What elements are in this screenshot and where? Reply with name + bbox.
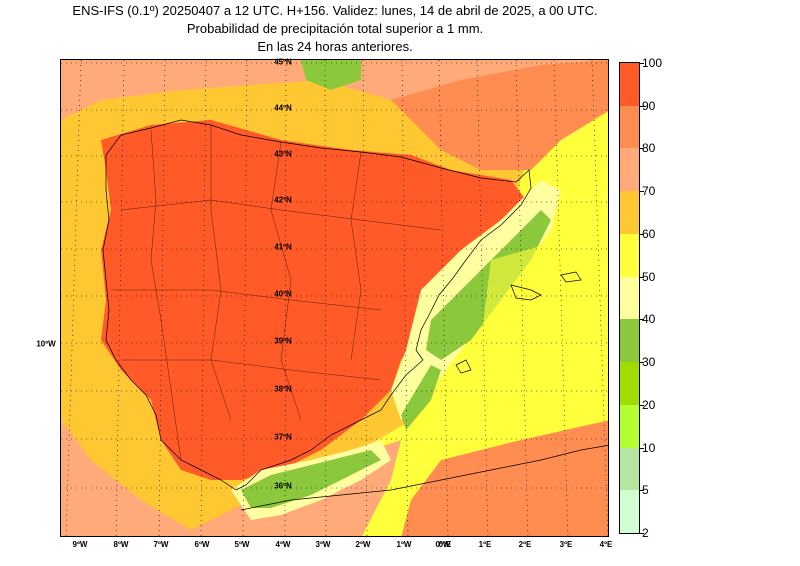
colorbar-label: 70 (642, 184, 656, 199)
colorbar-label: 30 (642, 355, 656, 370)
colorbar-tick (640, 276, 644, 278)
colorbar-label: 20 (642, 397, 656, 412)
prob-30-north-patch (301, 60, 361, 90)
lon-label-2w: 2ºW (355, 540, 371, 549)
colorbar-segment (620, 148, 639, 192)
prob-80-band-south (61, 420, 401, 536)
coastline (102, 119, 608, 511)
colorbar-segment (620, 233, 639, 278)
colorbar-tick (640, 404, 644, 406)
colorbar-label: 2 (642, 526, 649, 540)
prob-30-alboran (241, 450, 381, 508)
prob-30-east-coast (401, 365, 441, 430)
lon-label-3w: 3ºW (315, 540, 331, 549)
map-title-line-3: En las 24 horas anteriores. (257, 39, 413, 54)
lon-label-7w: 7ºW (153, 540, 169, 549)
colorbar-label: 40 (642, 312, 656, 327)
lat-label-43: 43ºN (274, 149, 292, 159)
lon-label-3e: 3ºE (559, 540, 573, 549)
colorbar-tick (640, 447, 644, 449)
colorbar-tick (640, 319, 644, 321)
lon-label-2e: 2ºE (518, 540, 532, 549)
colorbar-tick (640, 533, 644, 534)
prob-90-band-north (391, 60, 608, 170)
lon-label-8w: 8ºW (113, 540, 129, 549)
colorbar-tick (640, 233, 644, 235)
colorbar-label: 5 (642, 483, 649, 498)
lat-label-41: 41ºN (274, 242, 292, 252)
lon-label-6w: 6ºW (194, 540, 210, 549)
colorbar-segment (620, 490, 639, 534)
lat-label-44: 44ºN (274, 103, 292, 113)
lat-label-38: 38ºN (274, 384, 292, 394)
lat-label-45: 45ºN (274, 57, 292, 67)
colorbar-label: 60 (642, 226, 656, 241)
colorbar-tick (640, 490, 644, 492)
lat-label-36: 36ºN (274, 481, 292, 491)
lon-label-10w: 10ºW (36, 339, 56, 349)
iberia-land-high-prob (101, 120, 526, 480)
colorbar-tick (640, 362, 644, 364)
colorbar-segment (620, 191, 639, 235)
lon-label-1w: 1ºW (396, 540, 412, 549)
lat-label-40: 40ºN (274, 289, 292, 299)
prob-90-southeast (401, 420, 608, 536)
prob-60-balearic (481, 240, 608, 360)
colorbar-segment (620, 447, 639, 491)
colorbar-label: 10 (642, 440, 656, 455)
colorbar-segment (620, 319, 639, 363)
colorbar-tick (640, 148, 644, 150)
lat-label-42: 42ºN (274, 195, 292, 205)
borders (111, 125, 442, 461)
lat-label-37: 37ºN (274, 432, 292, 442)
colorbar (619, 62, 640, 534)
lon-label-4w: 4ºW (275, 540, 291, 549)
lon-label-5w: 5ºW (234, 540, 250, 549)
colorbar-tick (640, 63, 644, 64)
lon-label-1e: 1ºE (478, 540, 492, 549)
map-title-line-1: ENS-IFS (0.1º) 20250407 a 12 UTC. H+156.… (72, 3, 598, 18)
colorbar-segment (620, 63, 639, 107)
probability-map (60, 59, 609, 537)
lon-label-0e: 0ºE (438, 540, 452, 549)
lon-label-0w: 0ºW (435, 540, 451, 549)
lat-label-39: 39ºN (274, 336, 292, 346)
colorbar-tick (640, 105, 644, 107)
colorbar-label: 100 (642, 56, 663, 70)
colorbar-label: 80 (642, 141, 656, 156)
colorbar-segment (620, 404, 639, 449)
colorbar-label: 90 (642, 98, 656, 113)
colorbar-tick (640, 191, 644, 193)
colorbar-label: 50 (642, 269, 656, 284)
colorbar-segment (620, 362, 639, 406)
lon-label-9w: 9ºW (72, 540, 88, 549)
lon-label-4e: 4ºE (599, 540, 613, 549)
colorbar-segment (620, 276, 639, 320)
map-title-line-2: Probabilidad de precipitación total supe… (186, 21, 484, 36)
colorbar-segment (620, 105, 639, 149)
